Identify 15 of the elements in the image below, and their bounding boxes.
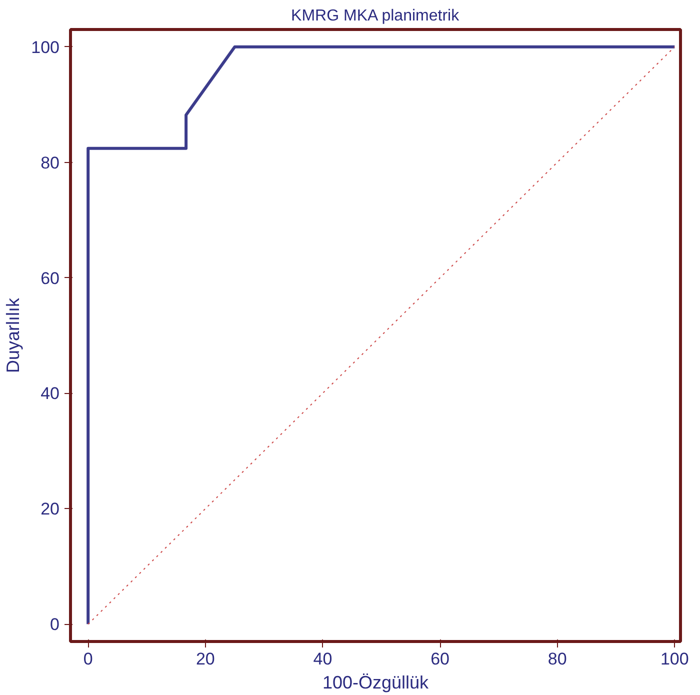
- x-tick-label: 20: [196, 650, 215, 668]
- x-tick-label: 100: [660, 650, 689, 668]
- y-axis-title: Duyarlılık: [3, 296, 24, 374]
- y-tick-label: 60: [40, 268, 60, 288]
- y-tick-label: 100: [31, 38, 60, 57]
- y-tick-label: 40: [40, 384, 60, 404]
- x-tick-label: 40: [313, 650, 332, 668]
- y-tick-label: 20: [40, 500, 60, 519]
- x-axis-title: 100-Özgüllük: [322, 672, 430, 692]
- y-tick-label: 0: [50, 615, 60, 634]
- y-tick-label: 80: [40, 153, 60, 172]
- x-tick-label: 80: [548, 650, 567, 668]
- x-tick-label: 0: [83, 650, 93, 668]
- x-tick-label: 60: [430, 650, 450, 668]
- chart-title: KMRG MKA planimetrik: [291, 8, 460, 24]
